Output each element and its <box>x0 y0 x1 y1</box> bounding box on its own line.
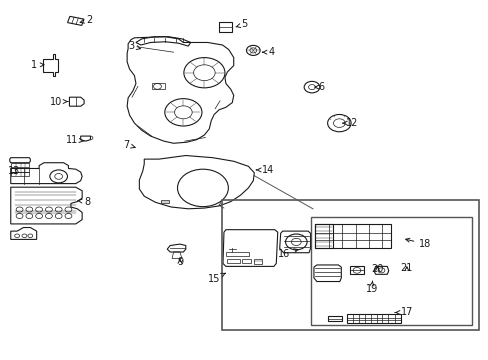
Text: 15: 15 <box>207 273 225 284</box>
Text: 16: 16 <box>277 249 297 259</box>
Text: 10: 10 <box>50 96 68 107</box>
Text: 5: 5 <box>235 19 247 30</box>
Bar <box>310 217 471 325</box>
Text: 21: 21 <box>400 263 412 273</box>
Text: 3: 3 <box>128 41 140 51</box>
Text: 18: 18 <box>405 238 431 249</box>
Text: 4: 4 <box>262 47 274 57</box>
Text: 20: 20 <box>370 264 383 274</box>
Text: 11: 11 <box>66 135 84 145</box>
Text: 19: 19 <box>365 281 377 294</box>
Text: 9: 9 <box>177 257 183 267</box>
Text: 13: 13 <box>7 166 20 176</box>
Text: 17: 17 <box>394 307 412 318</box>
Text: 7: 7 <box>123 140 135 150</box>
Bar <box>222 200 478 330</box>
Text: 12: 12 <box>342 118 358 128</box>
Text: 14: 14 <box>256 165 274 175</box>
Text: 8: 8 <box>78 197 90 207</box>
Text: 6: 6 <box>314 82 324 92</box>
Text: 2: 2 <box>80 15 92 25</box>
Text: 1: 1 <box>31 60 44 70</box>
